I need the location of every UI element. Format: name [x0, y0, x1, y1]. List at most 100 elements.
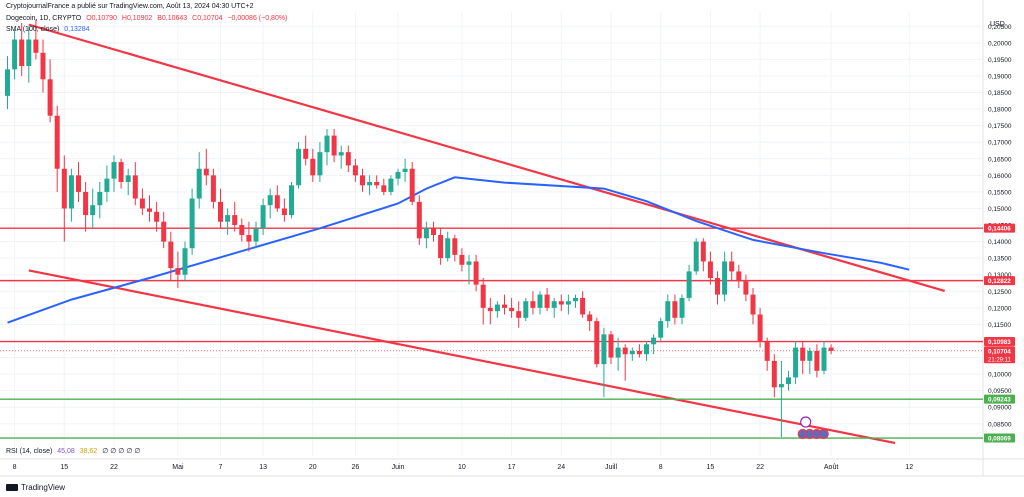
level-badge[interactable]	[984, 276, 1015, 286]
candle	[246, 221, 252, 252]
candle-body	[154, 211, 160, 222]
candle-body	[196, 168, 202, 199]
candle	[118, 158, 124, 189]
candle-body	[793, 347, 799, 378]
candle-body	[565, 301, 571, 305]
y-tick-label: 0,18500	[988, 90, 1012, 97]
level-badge[interactable]	[984, 433, 1015, 443]
candle	[480, 278, 486, 325]
symbol-label[interactable]: Dogecoin, 1D, CRYPTO	[6, 15, 82, 22]
candle	[47, 59, 53, 123]
y-tick-label: 0,10000	[988, 372, 1012, 379]
candle	[253, 221, 259, 249]
candle	[729, 251, 735, 282]
candle-body	[76, 175, 81, 192]
candle-body	[665, 301, 671, 322]
candle	[523, 297, 529, 322]
candle-body	[225, 215, 231, 222]
trendline[interactable]	[28, 269, 896, 445]
candle-body	[90, 205, 96, 216]
candle	[814, 344, 820, 378]
candle	[97, 181, 103, 219]
candle	[90, 188, 96, 229]
last-price-badge[interactable]	[984, 346, 1015, 364]
candle-body	[168, 241, 174, 269]
y-tick-label: 0,18000	[988, 107, 1012, 114]
y-tick-label: 0,13500	[988, 256, 1012, 263]
publisher-text: CryptojournalFrance a publié sur Trading…	[6, 3, 254, 10]
candle	[19, 22, 25, 76]
candle	[374, 175, 380, 189]
candle	[679, 294, 685, 325]
candle	[459, 248, 465, 272]
x-tick-label: 20	[309, 464, 317, 471]
candle-body	[622, 347, 628, 355]
candle-body	[452, 238, 458, 255]
y-tick-label: 0,14000	[988, 239, 1012, 246]
candle	[83, 181, 89, 232]
candle	[132, 162, 138, 206]
candle-body	[310, 158, 316, 176]
candle	[26, 26, 32, 83]
y-tick-label: 0,20500	[988, 24, 1012, 31]
candle	[161, 211, 167, 249]
candle-body	[381, 185, 387, 192]
rsi-placeholders: ∅ ∅ ∅ ∅ ∅	[102, 448, 141, 455]
level-badge[interactable]	[984, 337, 1015, 347]
x-tick-label: 15	[707, 464, 715, 471]
candle-body	[445, 238, 451, 259]
candle	[580, 291, 586, 318]
level-badge-text: 0,08069	[988, 436, 1011, 443]
candle	[360, 168, 365, 192]
candle	[281, 198, 287, 222]
candle-body	[466, 261, 472, 265]
candle	[409, 162, 415, 206]
ohlc-line: Dogecoin, 1D, CRYPTO O0,10790 H0,10902 B…	[6, 15, 290, 22]
level-badge[interactable]	[984, 394, 1015, 404]
candle	[452, 234, 458, 262]
candle-body	[530, 301, 536, 308]
candle-body	[814, 350, 820, 371]
y-tick-label: 0,08500	[988, 421, 1012, 428]
candle-body	[580, 297, 586, 315]
candle-body	[203, 168, 209, 176]
candle-body	[807, 350, 813, 361]
candle	[338, 145, 344, 169]
candle-body	[679, 297, 685, 318]
candle	[778, 360, 784, 438]
high-value: H0,10902	[121, 15, 153, 22]
candle	[502, 294, 507, 315]
candle-body	[573, 297, 578, 302]
candle	[76, 162, 81, 202]
candle-body	[509, 307, 515, 312]
level-badge-text: 0,10983	[988, 339, 1011, 346]
candle	[707, 251, 713, 285]
candle-body	[764, 340, 770, 361]
candle	[565, 294, 571, 315]
sma-value: 0,13284	[64, 26, 90, 33]
candle-body	[232, 215, 238, 226]
candle-body	[253, 228, 259, 242]
x-tick-label: 15	[60, 464, 68, 471]
level-badge[interactable]	[984, 223, 1015, 233]
candle-body	[61, 168, 67, 209]
tradingview-logo[interactable]: TradingView	[6, 483, 65, 492]
candle	[154, 201, 160, 232]
sma-legend[interactable]: SMA (100, close) 0,13284	[6, 26, 93, 33]
y-tick-label: 0,16000	[988, 173, 1012, 180]
candle	[466, 254, 472, 285]
candle	[54, 105, 60, 192]
candle	[260, 198, 266, 235]
candle-body	[289, 185, 294, 216]
candle-body	[111, 162, 117, 179]
candle	[182, 241, 188, 282]
candle	[636, 344, 642, 358]
sma-label: SMA (100, close)	[6, 26, 60, 33]
candle	[33, 19, 39, 60]
candle-body	[118, 162, 124, 182]
candle	[544, 287, 550, 312]
candle-body	[54, 115, 60, 169]
rsi-legend[interactable]: RSI (14, close) 45,08 38,62 ∅ ∅ ∅ ∅ ∅	[6, 447, 144, 455]
